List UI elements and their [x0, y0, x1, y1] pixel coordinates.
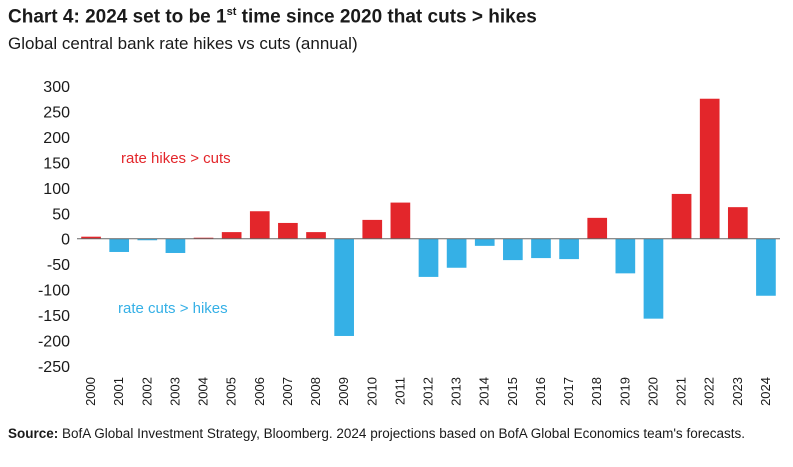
y-tick-label: -50	[47, 257, 70, 274]
bar	[503, 238, 523, 261]
bar	[193, 237, 214, 239]
x-tick-label: 2022	[702, 377, 717, 406]
x-tick-label: 2014	[477, 377, 492, 406]
x-tick-label: 2006	[252, 377, 267, 406]
x-tick-label: 2005	[224, 377, 239, 406]
x-tick-label: 2004	[196, 377, 211, 406]
chart-annotation: rate cuts > hikes	[118, 300, 228, 317]
source-note: Source: BofA Global Investment Strategy,…	[8, 426, 745, 441]
y-tick-label: 150	[43, 155, 70, 172]
bar	[587, 217, 608, 239]
bar	[165, 238, 186, 253]
bar-chart: 300 250 200 150 100 50 0 -50 -100 -150 -200 -250 200…	[38, 79, 780, 406]
bar	[249, 211, 270, 239]
bar	[221, 232, 242, 239]
x-tick-label: 2019	[617, 377, 632, 406]
y-tick-label: -150	[38, 308, 70, 325]
bar	[699, 98, 720, 239]
x-tick-label: 2001	[111, 377, 126, 406]
bar	[81, 236, 101, 239]
bar	[109, 238, 130, 252]
x-tick-label: 2015	[505, 377, 520, 406]
bar	[615, 238, 636, 274]
bar	[671, 193, 692, 239]
bar	[362, 219, 383, 239]
x-tick-label: 2018	[589, 377, 604, 406]
x-tick-label: 2024	[758, 377, 773, 406]
y-tick-label: -200	[38, 334, 70, 351]
x-tick-label: 2021	[674, 377, 689, 406]
y-tick-label: 0	[61, 232, 70, 249]
chart-subtitle: Global central bank rate hikes vs cuts (…	[8, 34, 358, 53]
y-tick-label: 50	[52, 206, 70, 223]
bar	[559, 238, 579, 260]
x-tick-label: 2010	[364, 377, 379, 406]
x-tick-label: 2020	[645, 377, 660, 406]
y-tick-label: -100	[38, 283, 70, 300]
bar	[334, 238, 354, 336]
x-tick-label: 2016	[533, 377, 548, 406]
bar	[418, 238, 439, 277]
y-tick-label: 300	[43, 79, 70, 96]
x-tick-label: 2012	[421, 377, 436, 406]
x-tick-label: 2002	[139, 377, 154, 406]
bar	[531, 238, 551, 259]
y-tick-label: 100	[43, 181, 70, 198]
x-tick-label: 2009	[336, 377, 351, 406]
x-tick-label: 2000	[83, 377, 98, 406]
bar	[137, 238, 158, 241]
bar	[643, 238, 664, 319]
x-tick-label: 2013	[449, 377, 464, 406]
bar	[446, 238, 467, 268]
x-tick-label: 2007	[280, 377, 295, 406]
y-tick-label: 200	[43, 130, 70, 147]
x-tick-label: 2008	[308, 377, 323, 406]
bar	[727, 207, 748, 239]
chart-annotation: rate hikes > cuts	[121, 150, 231, 167]
bar	[474, 238, 495, 246]
bar	[756, 238, 776, 296]
y-tick-label: 250	[43, 104, 70, 121]
x-tick-label: 2011	[392, 377, 407, 405]
x-tick-label: 2017	[561, 377, 576, 406]
bar	[306, 232, 326, 239]
y-tick-label: -250	[38, 359, 70, 376]
bar	[390, 202, 411, 239]
x-tick-label: 2003	[167, 377, 182, 406]
bar	[278, 222, 298, 239]
x-tick-label: 2023	[730, 377, 745, 406]
chart-title: Chart 4: 2024 set to be 1st time since 2…	[8, 6, 537, 28]
